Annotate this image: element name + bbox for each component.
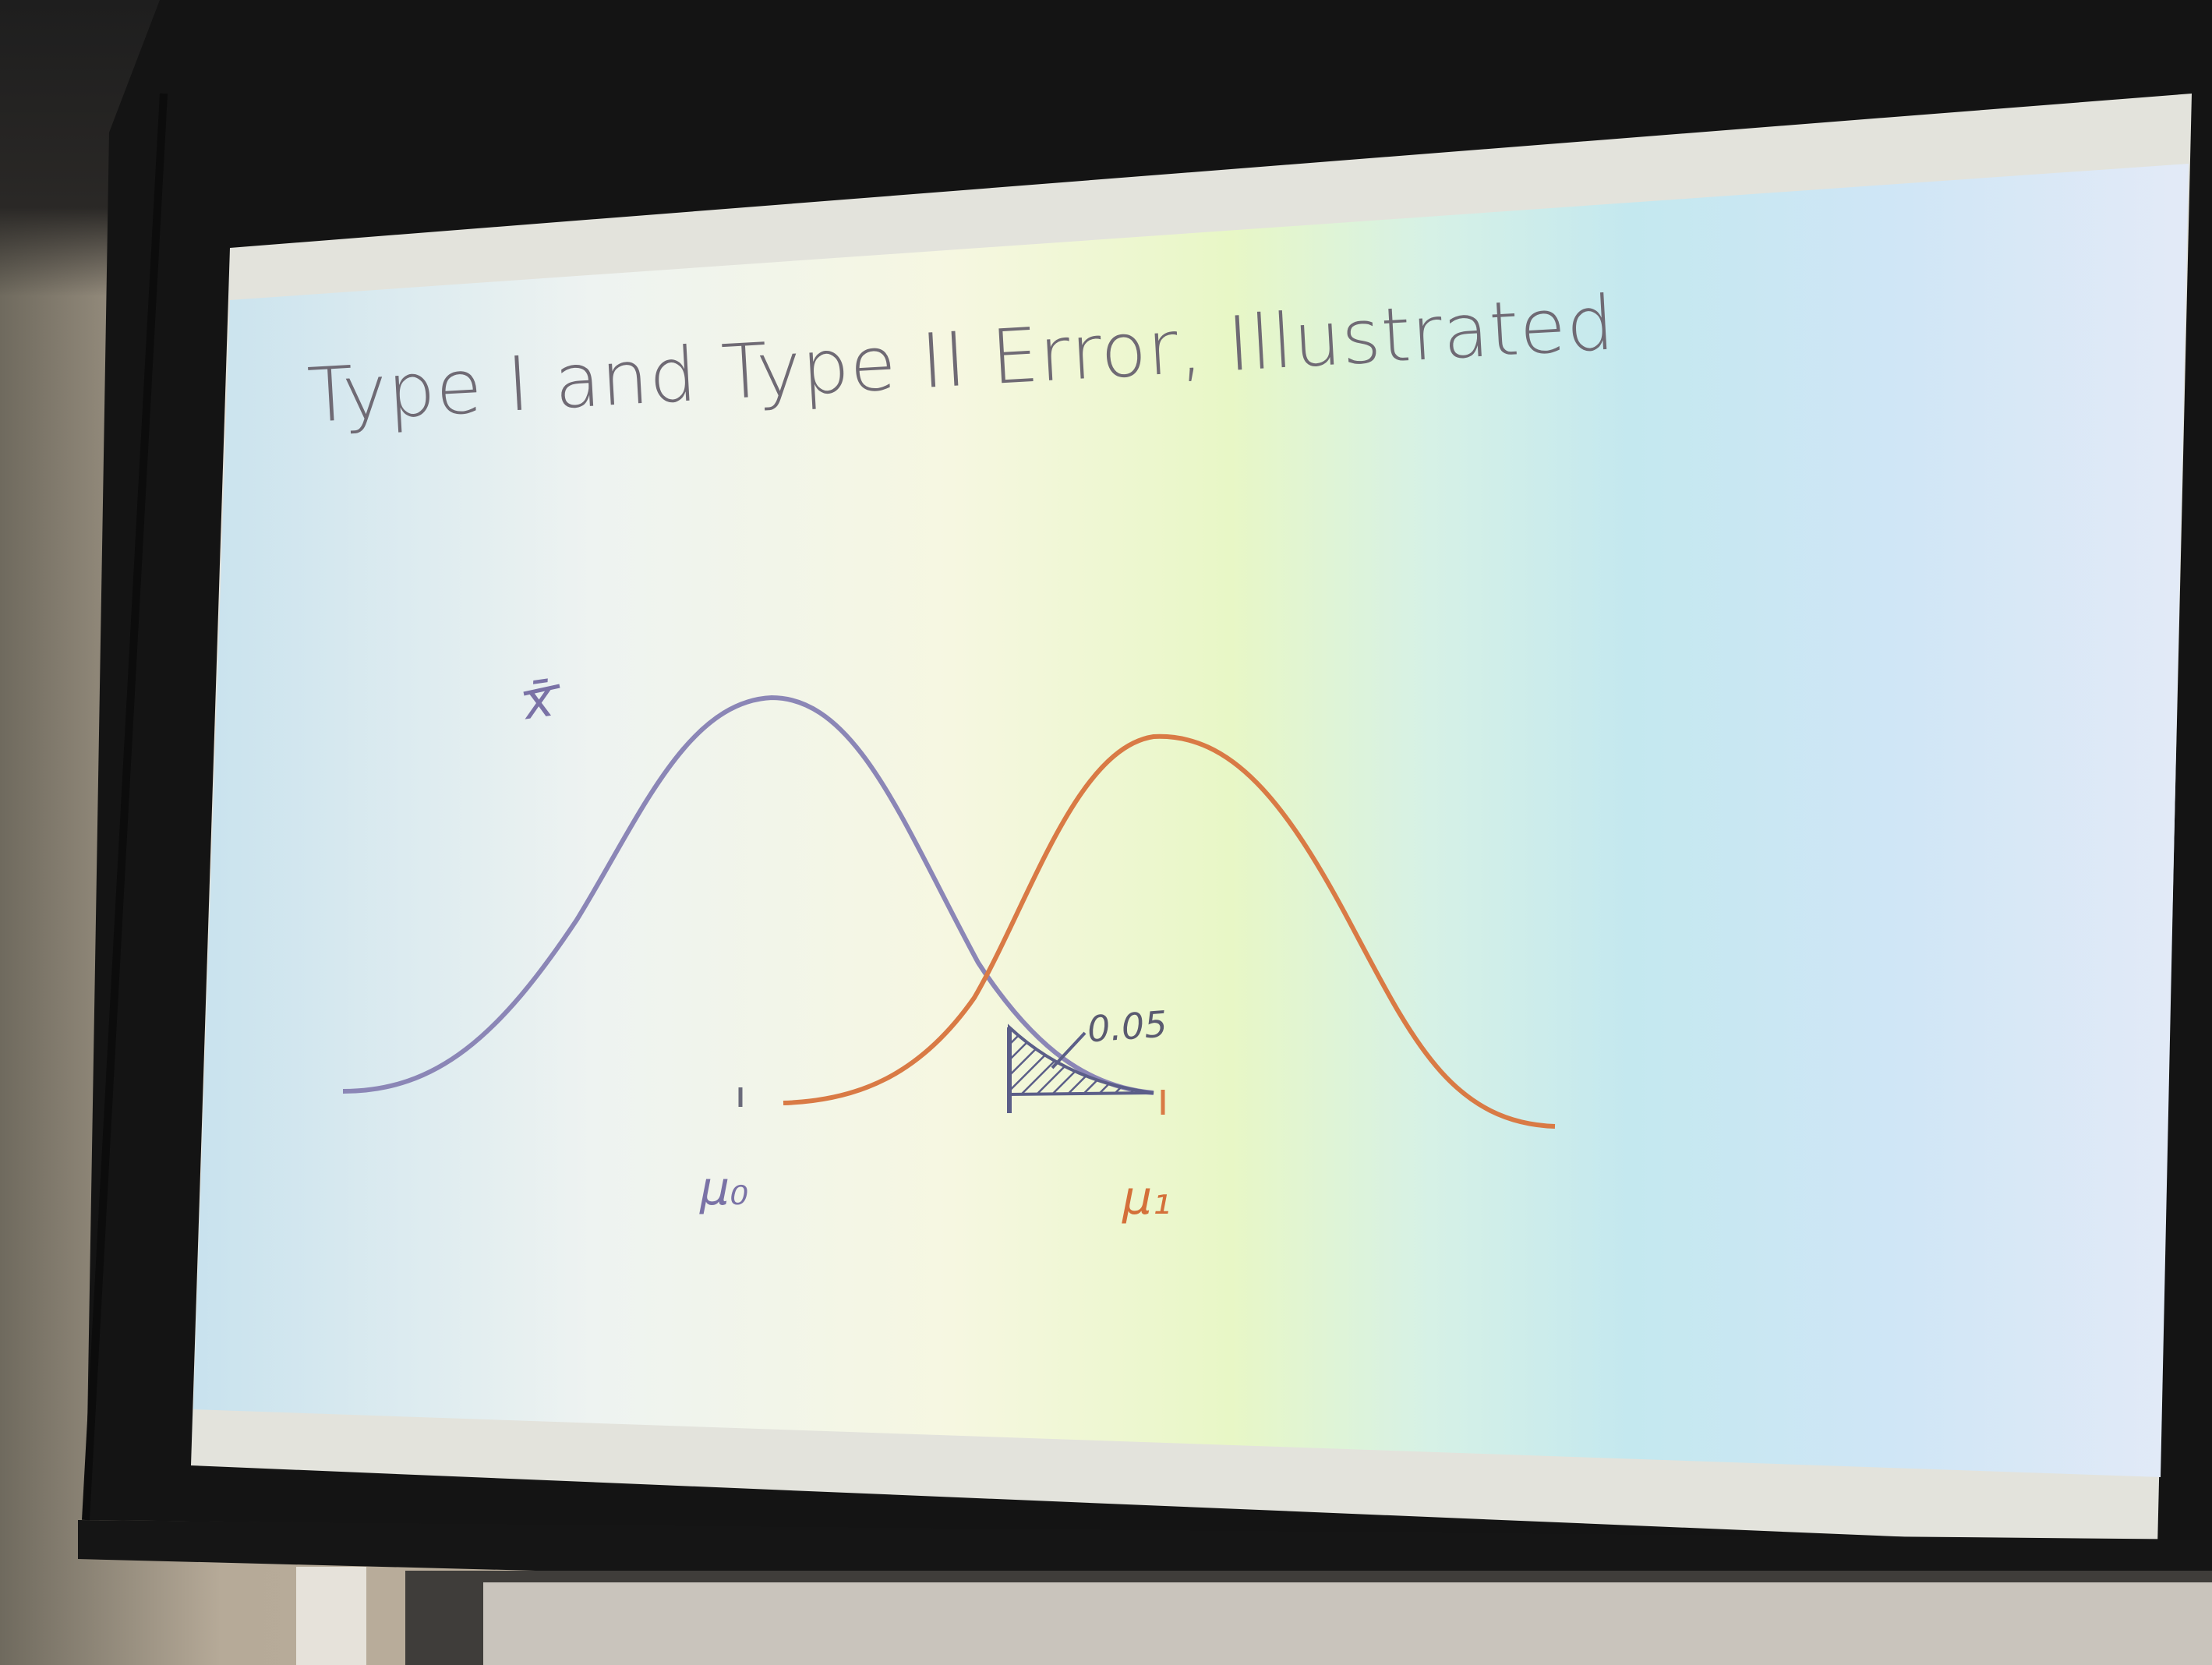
- wall-panel: [296, 1567, 366, 1665]
- null-distribution-curve: [342, 695, 1154, 1095]
- projected-slide: [193, 164, 2189, 1477]
- alpha-pointer: [1051, 1031, 1087, 1069]
- screen-left-rail: [82, 93, 168, 1521]
- mu1-label: μ₁: [1122, 1171, 1171, 1225]
- xbar-label: x̄: [520, 670, 557, 732]
- alternative-distribution-curve: [783, 734, 1556, 1129]
- mu0-label: μ₀: [700, 1161, 749, 1216]
- alpha-label: 0.05: [1086, 1002, 1169, 1051]
- slide-title: Type I and Type II Error, Illustrated: [305, 279, 1617, 440]
- alpha-shaded-area: [1008, 1023, 1154, 1097]
- wall-panel-light: [483, 1582, 2212, 1665]
- xbar-overline: [523, 684, 560, 696]
